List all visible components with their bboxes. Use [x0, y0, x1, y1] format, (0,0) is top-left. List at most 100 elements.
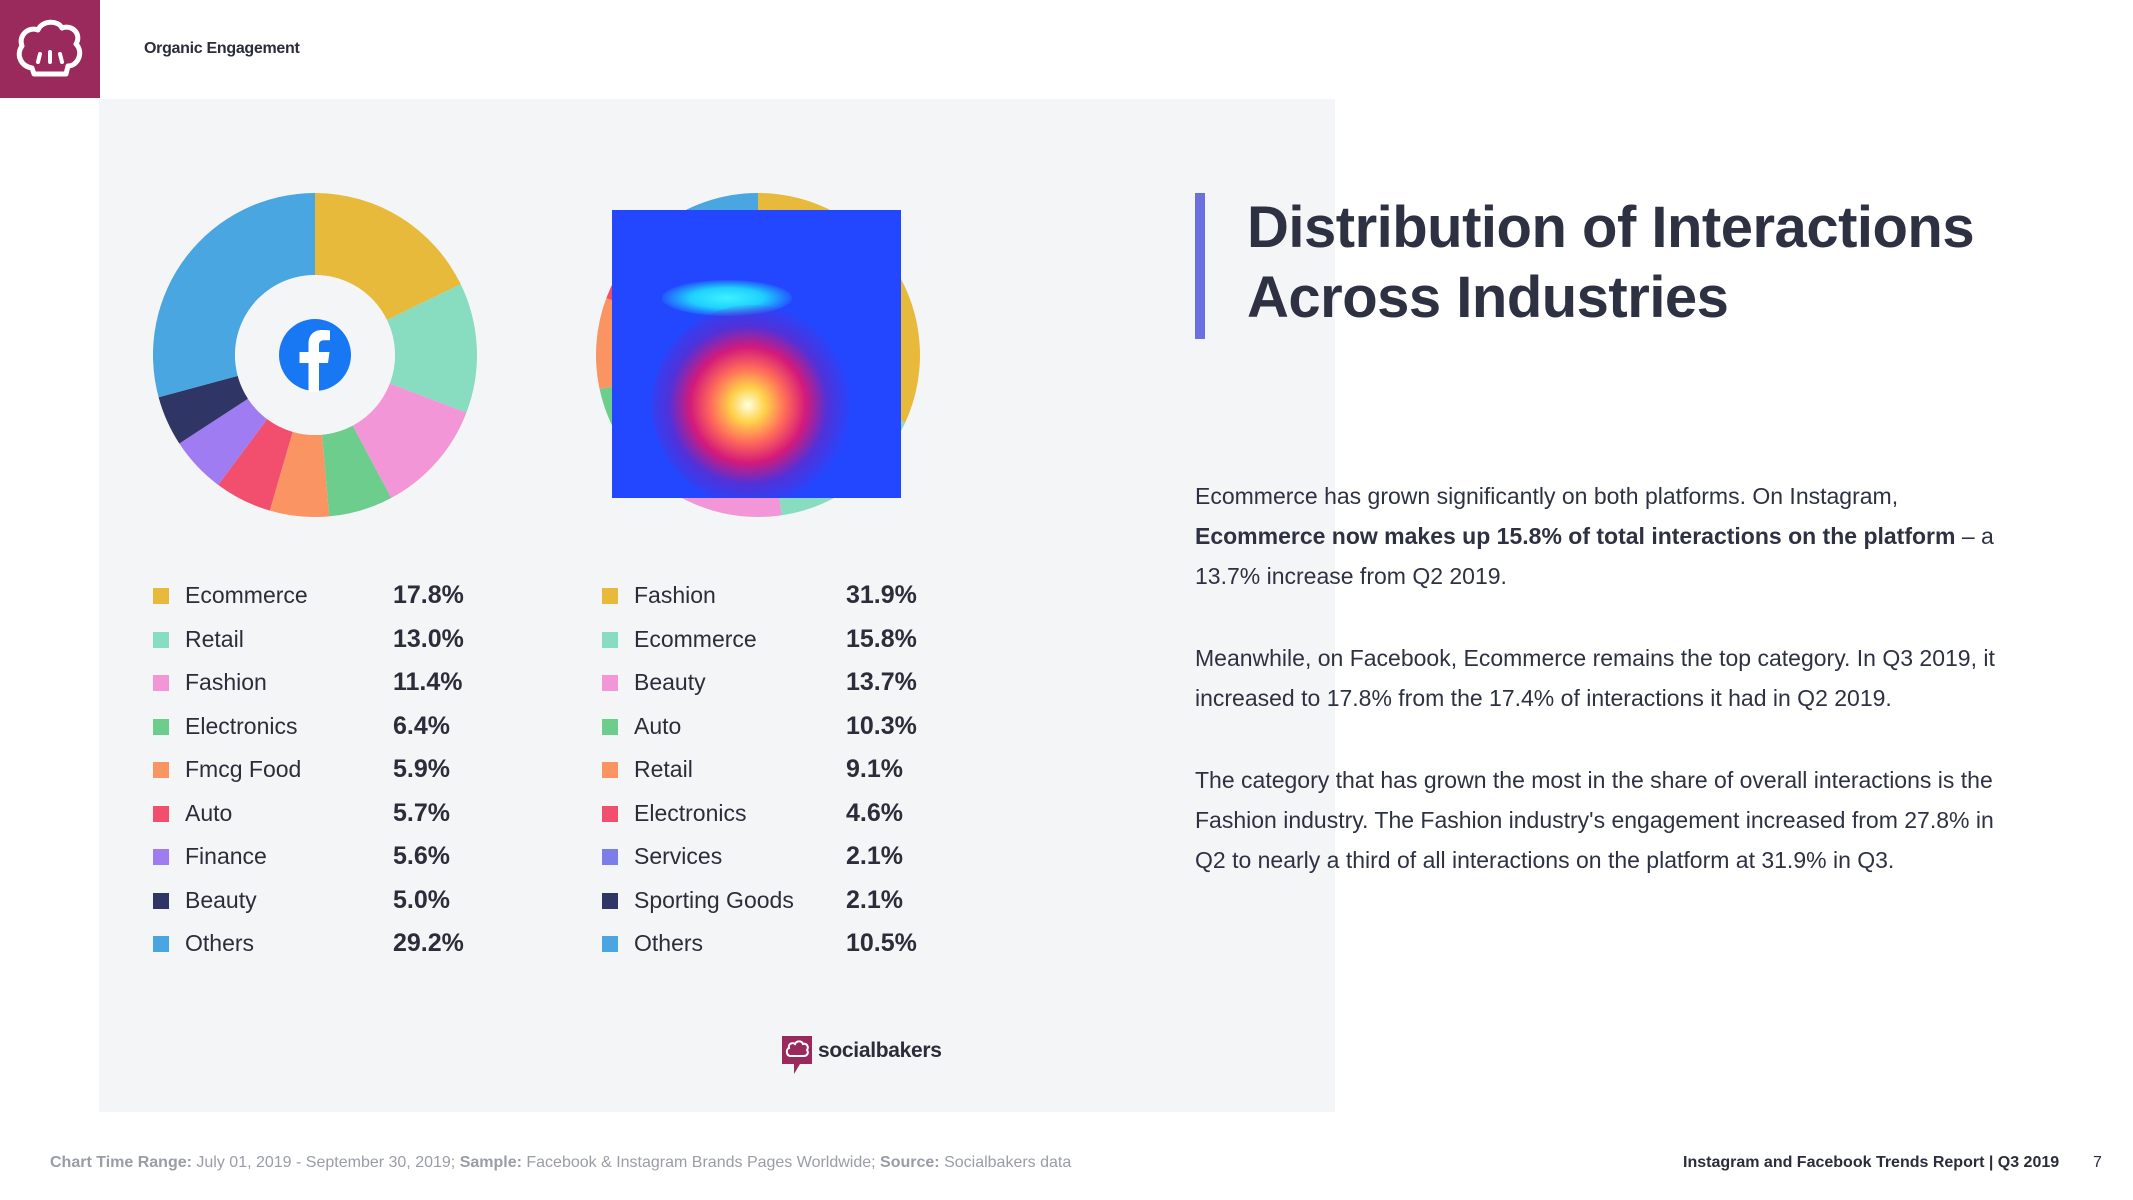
facebook-slice-fmcg-food [269, 431, 330, 517]
facebook-slice-electronics [322, 425, 392, 517]
source-value: Socialbakers data [939, 1154, 1072, 1171]
source-label: Source: [880, 1154, 940, 1171]
facebook-slice-ecommerce [315, 193, 461, 321]
facebook-legend-label: Fashion [185, 669, 267, 695]
instagram-legend-label: Others [634, 930, 704, 956]
sample-label: Sample: [459, 1154, 522, 1171]
instagram-legend-item: Auto 10.3% [602, 711, 1022, 741]
facebook-legend-label: Beauty [185, 886, 257, 913]
instagram-legend-item: Services 2.1% [602, 841, 1022, 871]
range-label: Chart Time Range: [50, 1154, 192, 1171]
instagram-legend-label: Auto [634, 712, 682, 739]
instagram-legend-item: Sporting Goods 2.1% [602, 885, 1022, 915]
facebook-legend-item: Electronics 6.4% [153, 711, 573, 741]
facebook-legend-item: Retail 13.0% [153, 624, 573, 654]
facebook-legend-item: Beauty 5.0% [153, 885, 573, 915]
facebook-legend-swatch [153, 588, 169, 604]
instagram-legend-swatch [602, 805, 618, 822]
instagram-legend-value: 2.1% [846, 885, 903, 914]
facebook-legend-value: 5.0% [393, 885, 450, 914]
instagram-legend-item: Electronics 4.6% [602, 798, 1022, 828]
instagram-legend-item: Ecommerce 15.8% [602, 624, 1022, 654]
facebook-legend-label: Electronics [185, 712, 298, 739]
facebook-legend-value: 13.0% [393, 624, 464, 653]
instagram-legend-value: 10.5% [846, 929, 917, 957]
facebook-legend-label: Finance [185, 843, 267, 869]
facebook-slice-fashion [352, 383, 467, 498]
facebook-slice-retail [386, 284, 477, 413]
paragraph-1-intro: Ecommerce has grown significantly on bot… [1195, 483, 1899, 509]
facebook-slice-others [152, 193, 315, 398]
facebook-legend-swatch [153, 805, 169, 822]
instagram-legend-swatch [602, 675, 618, 691]
chart-source-note: Chart Time Range: July 01, 2019 - Septem… [50, 1154, 1071, 1172]
facebook-slice-finance [179, 398, 268, 485]
facebook-legend-value: 17.8% [393, 581, 464, 609]
paragraph-facebook: Meanwhile, on Facebook, Ecommerce remain… [1195, 645, 1995, 711]
facebook-legend-item: Fashion 11.4% [153, 667, 573, 697]
paragraph-1-tail: – a 13.7% increase from Q2 2019. [1195, 523, 1994, 589]
facebook-legend-swatch [153, 892, 169, 909]
facebook-legend-item: Finance 5.6% [153, 841, 573, 871]
instagram-legend-value: 10.3% [846, 711, 917, 740]
facebook-legend-label: Ecommerce [185, 582, 308, 608]
instagram-legend-swatch [602, 936, 618, 952]
instagram-legend-label: Fashion [634, 582, 716, 608]
socialbakers-logo-icon [782, 1036, 812, 1074]
instagram-legend-value: 9.1% [846, 755, 903, 783]
page-title: Distribution of Interactions Across Indu… [1247, 193, 1975, 333]
socialbakers-wordmark: socialbakers [818, 1039, 942, 1062]
instagram-legend-item: Beauty 13.7% [602, 667, 1022, 697]
section-label: Organic Engagement [144, 40, 300, 57]
instagram-legend-value: 2.1% [846, 842, 903, 870]
facebook-legend-swatch [153, 936, 169, 952]
instagram-logo-placeholder [612, 210, 901, 498]
instagram-legend-item: Others 10.5% [602, 928, 1022, 958]
instagram-legend-label: Sporting Goods [634, 886, 794, 913]
range-value: July 01, 2019 - September 30, 2019; [191, 1154, 460, 1171]
facebook-legend-value: 6.4% [393, 711, 450, 740]
instagram-legend-swatch [602, 718, 618, 735]
instagram-legend-swatch [602, 631, 618, 648]
facebook-legend-item: Auto 5.7% [153, 798, 573, 828]
facebook-legend-swatch [153, 631, 169, 648]
instagram-legend-item: Fashion 31.9% [602, 580, 1022, 610]
facebook-legend-swatch [153, 762, 169, 778]
facebook-legend-item: Ecommerce 17.8% [153, 580, 573, 610]
facebook-slice-beauty [158, 375, 248, 444]
instagram-legend-label: Electronics [634, 799, 747, 826]
facebook-legend-swatch [153, 718, 169, 735]
paragraph-1-highlight: Ecommerce now makes up 15.8% of total in… [1195, 523, 1956, 549]
facebook-legend-label: Others [185, 930, 255, 956]
facebook-legend-item: Others 29.2% [153, 928, 573, 958]
facebook-legend-swatch [153, 675, 169, 691]
paragraph-fashion: The category that has grown the most in … [1195, 767, 1994, 873]
facebook-donut-chart [152, 193, 477, 517]
facebook-legend-swatch [153, 849, 169, 865]
instagram-legend-swatch [602, 588, 618, 604]
instagram-legend-label: Beauty [634, 669, 706, 695]
instagram-legend-value: 31.9% [846, 581, 917, 609]
title-accent-bar [1195, 193, 1205, 339]
instagram-legend-item: Retail 9.1% [602, 754, 1022, 784]
facebook-legend-value: 29.2% [393, 929, 464, 957]
instagram-legend-label: Retail [634, 756, 693, 782]
facebook-legend-label: Fmcg Food [185, 756, 302, 782]
glow-core [652, 305, 852, 498]
instagram-legend-label: Ecommerce [634, 625, 757, 652]
instagram-legend-value: 4.6% [846, 798, 903, 827]
paragraph-instagram: Ecommerce has grown significantly on bot… [1195, 476, 2025, 596]
facebook-legend-item: Fmcg Food 5.9% [153, 754, 573, 784]
facebook-legend-label: Retail [185, 625, 244, 652]
instagram-legend-swatch [602, 892, 618, 909]
sample-value: Facebook & Instagram Brands Pages Worldw… [521, 1154, 881, 1171]
title-line-2: Across Industries [1247, 265, 1729, 330]
instagram-legend-swatch [602, 849, 618, 865]
facebook-legend-value: 5.6% [393, 842, 450, 870]
brand-logo [0, 0, 100, 98]
instagram-legend-value: 15.8% [846, 624, 917, 653]
facebook-legend-label: Auto [185, 799, 233, 826]
instagram-legend-value: 13.7% [846, 668, 917, 696]
title-line-1: Distribution of Interactions [1247, 195, 1975, 260]
page-number: 7 [2093, 1154, 2102, 1171]
